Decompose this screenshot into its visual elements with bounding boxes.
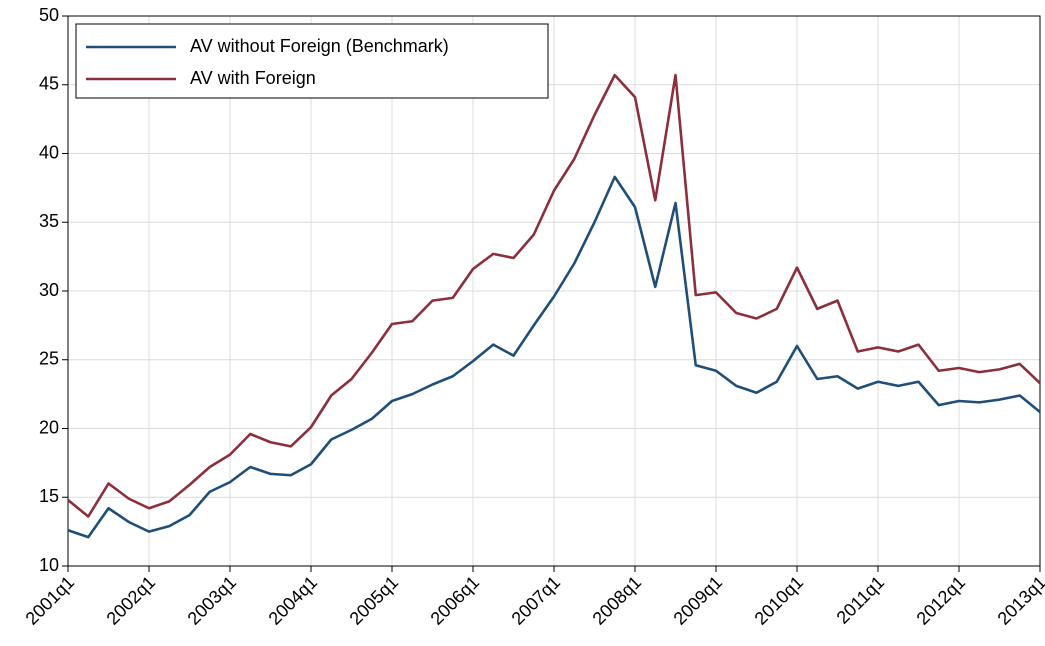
x-tick-label: 2002q1 — [103, 572, 160, 629]
x-tick-label: 2007q1 — [508, 572, 565, 629]
x-tick-label: 2003q1 — [184, 572, 241, 629]
y-tick-label: 50 — [39, 5, 59, 25]
y-tick-label: 15 — [39, 486, 59, 506]
x-tick-label: 2005q1 — [346, 572, 403, 629]
y-tick-label: 30 — [39, 280, 59, 300]
y-tick-label: 45 — [39, 74, 59, 94]
data-line — [67, 175, 1041, 539]
y-tick-label: 20 — [39, 417, 59, 437]
x-tick-label: 2009q1 — [670, 572, 727, 629]
y-tick-label: 25 — [39, 349, 59, 369]
x-tick-label: 2008q1 — [589, 572, 646, 629]
legend-label: AV without Foreign (Benchmark) — [190, 36, 449, 56]
plot-frame — [67, 15, 1041, 567]
y-tick-label: 35 — [39, 211, 59, 231]
x-tick-label: 2013q1 — [994, 572, 1045, 629]
y-tick-label: 10 — [39, 555, 59, 575]
legend-label: AV with Foreign — [190, 68, 316, 88]
x-tick-label: 2004q1 — [265, 572, 322, 629]
legend-box — [75, 23, 549, 99]
y-tick-label: 40 — [39, 142, 59, 162]
x-tick-label: 2001q1 — [22, 572, 79, 629]
x-tick-label: 2012q1 — [913, 572, 970, 629]
x-tick-label: 2006q1 — [427, 572, 484, 629]
data-line — [67, 73, 1041, 518]
x-tick-label: 2010q1 — [751, 572, 808, 629]
x-tick-label: 2011q1 — [833, 572, 889, 628]
